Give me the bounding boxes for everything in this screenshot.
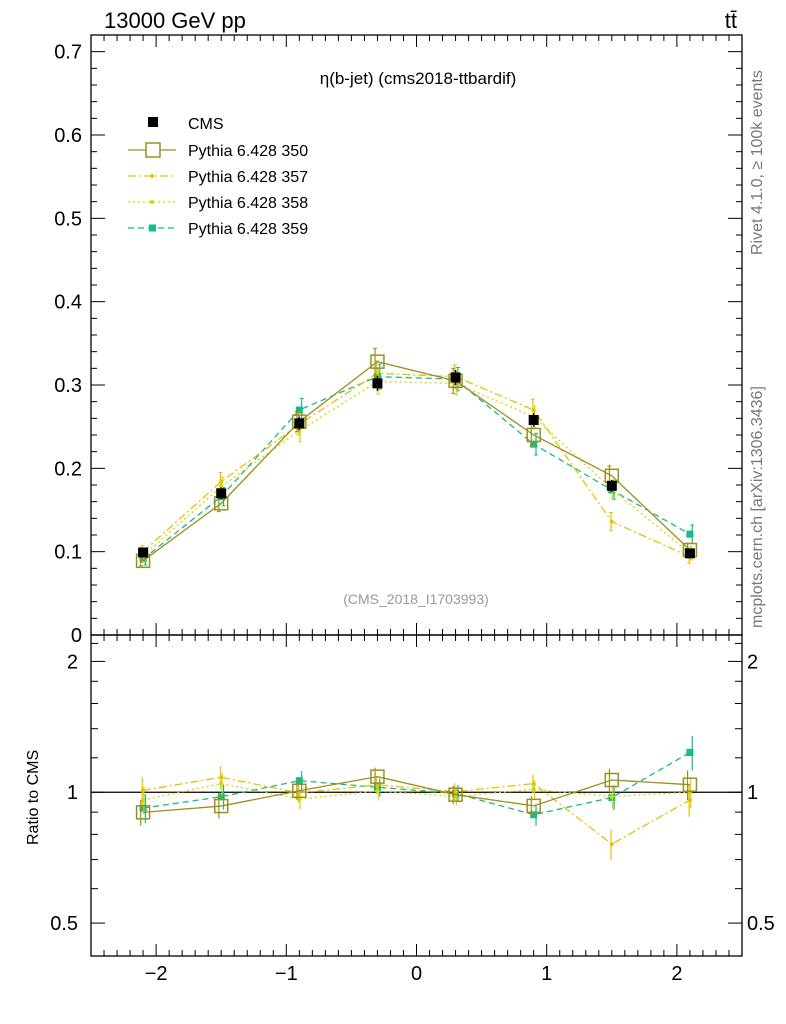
x-tick-label: 2 — [671, 963, 682, 985]
main-y-tick-label: 0.6 — [54, 125, 82, 147]
series-marker — [217, 793, 225, 801]
x-tick-label: 0 — [411, 963, 422, 985]
series-marker — [530, 811, 538, 819]
process-label: tt̄ — [725, 8, 737, 33]
series-marker — [604, 772, 620, 788]
series-marker — [531, 781, 536, 786]
x-tick-label: 1 — [541, 963, 552, 985]
legend-label-cms: CMS — [188, 116, 224, 133]
side-rivet-label: Rivet 4.1.0, ≥ 100k events — [749, 70, 766, 255]
series-marker — [292, 783, 307, 799]
axes: −2 −1 0 1 2 0 0.1 0.2 0.3 0.4 0.5 0.6 0.7 0.5 0.5 1 1 2 2 — [50, 34, 775, 985]
legend-label: Pythia 6.428 350 — [188, 143, 308, 160]
x-tick-label: −1 — [275, 963, 298, 985]
series-marker — [213, 798, 229, 814]
series-marker — [219, 775, 224, 780]
series-0 — [135, 347, 698, 826]
series-marker — [295, 406, 303, 414]
watermark: (CMS_2018_I1703993) — [343, 591, 489, 607]
series-marker — [609, 794, 614, 799]
main-y-tick-label: 0 — [71, 625, 82, 647]
series-line-main — [142, 372, 691, 558]
series-marker — [373, 783, 381, 791]
x-tick-label: −2 — [145, 963, 168, 985]
side-source-label: mcplots.cern.ch [arXiv:1306.3436] — [749, 386, 766, 628]
ratio-y-tick-label-right: 1 — [747, 782, 758, 804]
series-marker — [609, 519, 614, 524]
series-marker — [448, 787, 463, 802]
series-marker — [135, 805, 151, 820]
series-marker — [139, 555, 147, 563]
data-point — [684, 548, 695, 559]
ratio-y-tick-label-right: 0.5 — [747, 913, 775, 935]
ratio-ylabel: Ratio to CMS — [25, 750, 42, 845]
main-y-tick-label: 0.2 — [54, 458, 82, 480]
main-y-tick-label: 0.5 — [54, 208, 82, 230]
legend-marker — [150, 200, 154, 204]
data-point — [528, 415, 539, 425]
series-marker — [686, 748, 694, 756]
series-layer — [135, 347, 698, 861]
legend-marker-cms — [148, 117, 158, 127]
series-marker — [297, 790, 302, 795]
legend-label: Pythia 6.428 358 — [188, 195, 308, 212]
main-y-tick-label: 0.4 — [54, 292, 82, 314]
series-line-ratio — [142, 782, 690, 801]
series-line-main — [142, 360, 691, 562]
data-point — [606, 480, 617, 491]
legend-marker — [150, 174, 154, 178]
series-marker — [531, 408, 536, 412]
main-y-tick-label: 0.3 — [54, 375, 82, 397]
cms-data — [138, 370, 695, 559]
series-marker — [526, 798, 541, 814]
plot-title: η(b-jet) (cms2018-ttbardif) — [320, 69, 517, 88]
series-marker — [609, 842, 614, 847]
data-point — [216, 488, 227, 499]
series-marker — [141, 798, 146, 803]
data-point — [372, 378, 383, 389]
main-y-tick-label: 0.7 — [54, 42, 82, 64]
data-point — [450, 372, 461, 383]
ratio-y-tick-label: 2 — [67, 651, 78, 673]
series-line-ratio — [143, 775, 690, 813]
data-point — [294, 418, 305, 429]
series-marker — [375, 371, 380, 376]
series-line-main — [142, 376, 691, 560]
legend-label: Pythia 6.428 357 — [188, 169, 308, 186]
series-line-ratio — [142, 776, 691, 845]
legend-marker — [145, 142, 161, 158]
main-y-tick-label: 0.1 — [54, 542, 82, 564]
series-marker — [375, 788, 380, 793]
ratio-y-tick-label: 1 — [67, 782, 78, 804]
series-marker — [526, 427, 541, 443]
series-marker — [531, 787, 536, 792]
data-point — [138, 547, 149, 558]
series-marker — [139, 804, 147, 812]
legend-marker — [149, 224, 156, 232]
series-marker — [530, 440, 538, 448]
series-line-main — [142, 381, 691, 557]
legend: CMS Pythia 6.428 350 Pythia 6.428 357 Pythi… — [128, 116, 308, 238]
series-line-ratio — [142, 751, 691, 816]
series-marker — [687, 798, 692, 803]
series-marker — [370, 354, 385, 369]
series-marker — [453, 789, 458, 794]
series-marker — [219, 479, 224, 484]
series-marker — [219, 781, 224, 786]
series-marker — [295, 777, 303, 785]
series-marker — [686, 530, 694, 538]
legend-label: Pythia 6.428 359 — [188, 221, 308, 238]
series-marker — [141, 788, 146, 793]
series-marker — [682, 777, 698, 792]
series-marker — [370, 769, 385, 784]
energy-label: 13000 GeV pp — [104, 8, 246, 33]
ratio-y-tick-label-right: 2 — [747, 651, 758, 673]
ratio-plot-frame — [90, 634, 743, 957]
ratio-y-tick-label: 0.5 — [50, 913, 78, 935]
